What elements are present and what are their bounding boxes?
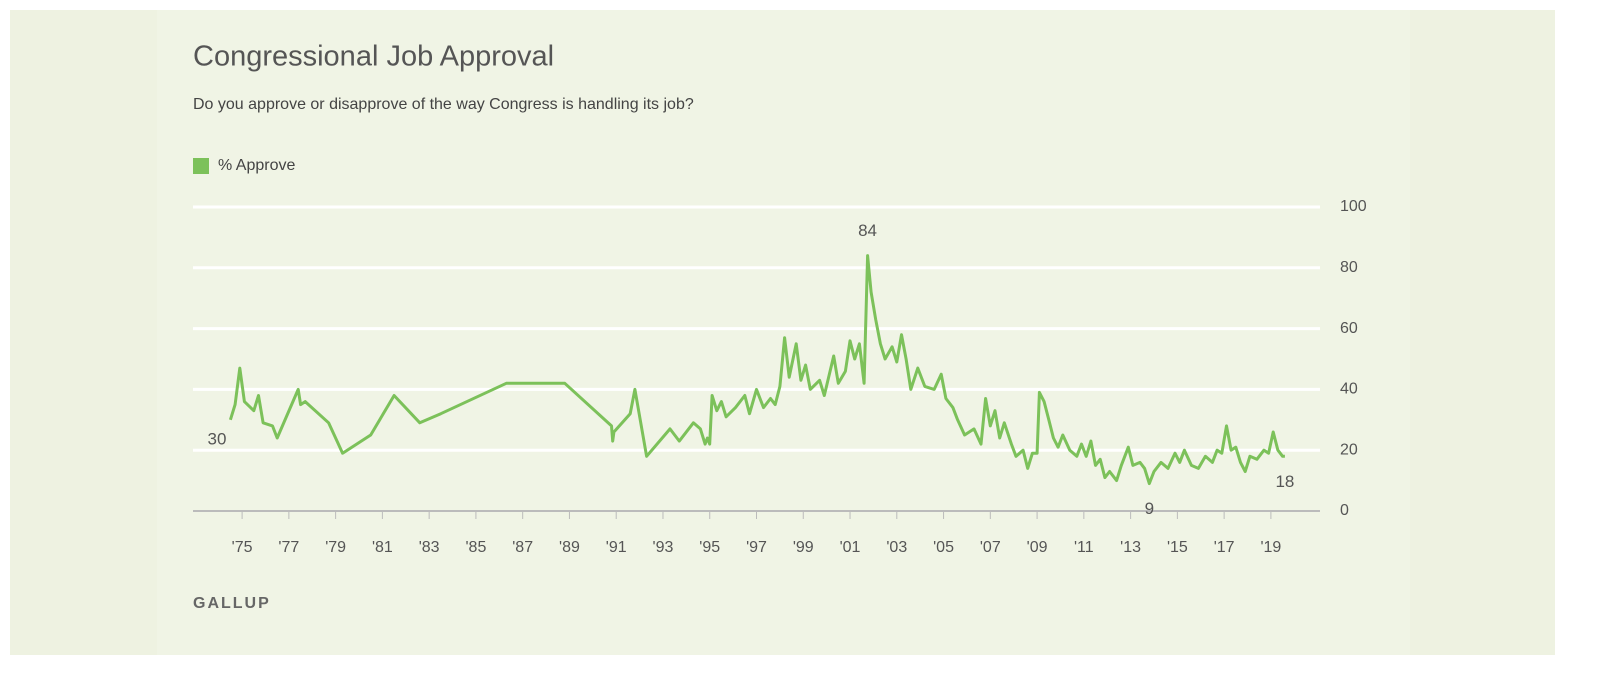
x-tick-label: '83 xyxy=(419,539,440,556)
x-tick-label: '03 xyxy=(886,539,907,556)
legend-label: % Approve xyxy=(218,157,295,174)
y-tick-label: 0 xyxy=(1340,502,1349,519)
chart-subtitle: Do you approve or disapprove of the way … xyxy=(193,96,694,113)
x-tick-label: '79 xyxy=(325,539,346,556)
y-tick-label: 100 xyxy=(1340,198,1367,215)
x-tick-label: '01 xyxy=(840,539,861,556)
x-tick-label: '75 xyxy=(232,539,253,556)
annotation: 18 xyxy=(1275,472,1294,491)
source: GALLUP xyxy=(193,595,271,612)
x-tick-label: '85 xyxy=(465,539,486,556)
y-tick-label: 20 xyxy=(1340,441,1358,458)
x-tick-label: '19 xyxy=(1260,539,1281,556)
x-tick-label: '87 xyxy=(512,539,533,556)
y-tick-label: 40 xyxy=(1340,381,1358,398)
x-tick-label: '13 xyxy=(1120,539,1141,556)
annotation: 84 xyxy=(858,221,877,240)
x-tick-label: '93 xyxy=(653,539,674,556)
x-tick-label: '97 xyxy=(746,539,767,556)
annotation: 30 xyxy=(207,429,226,448)
y-tick-label: 80 xyxy=(1340,259,1358,276)
y-tick-label: 60 xyxy=(1340,320,1358,337)
annotation: 9 xyxy=(1145,499,1154,518)
x-tick-label: '09 xyxy=(1027,539,1048,556)
panel xyxy=(157,10,1410,655)
chart-title: Congressional Job Approval xyxy=(193,41,554,73)
x-tick-label: '81 xyxy=(372,539,393,556)
x-tick-label: '91 xyxy=(606,539,627,556)
x-tick-label: '95 xyxy=(699,539,720,556)
x-tick-label: '77 xyxy=(278,539,299,556)
x-tick-label: '11 xyxy=(1074,539,1094,556)
x-tick-label: '07 xyxy=(980,539,1001,556)
x-tick-label: '99 xyxy=(793,539,814,556)
x-tick-label: '05 xyxy=(933,539,954,556)
legend-swatch xyxy=(193,158,209,174)
x-tick-label: '17 xyxy=(1214,539,1235,556)
x-tick-label: '89 xyxy=(559,539,580,556)
x-tick-label: '15 xyxy=(1167,539,1188,556)
data-line xyxy=(228,254,1285,486)
